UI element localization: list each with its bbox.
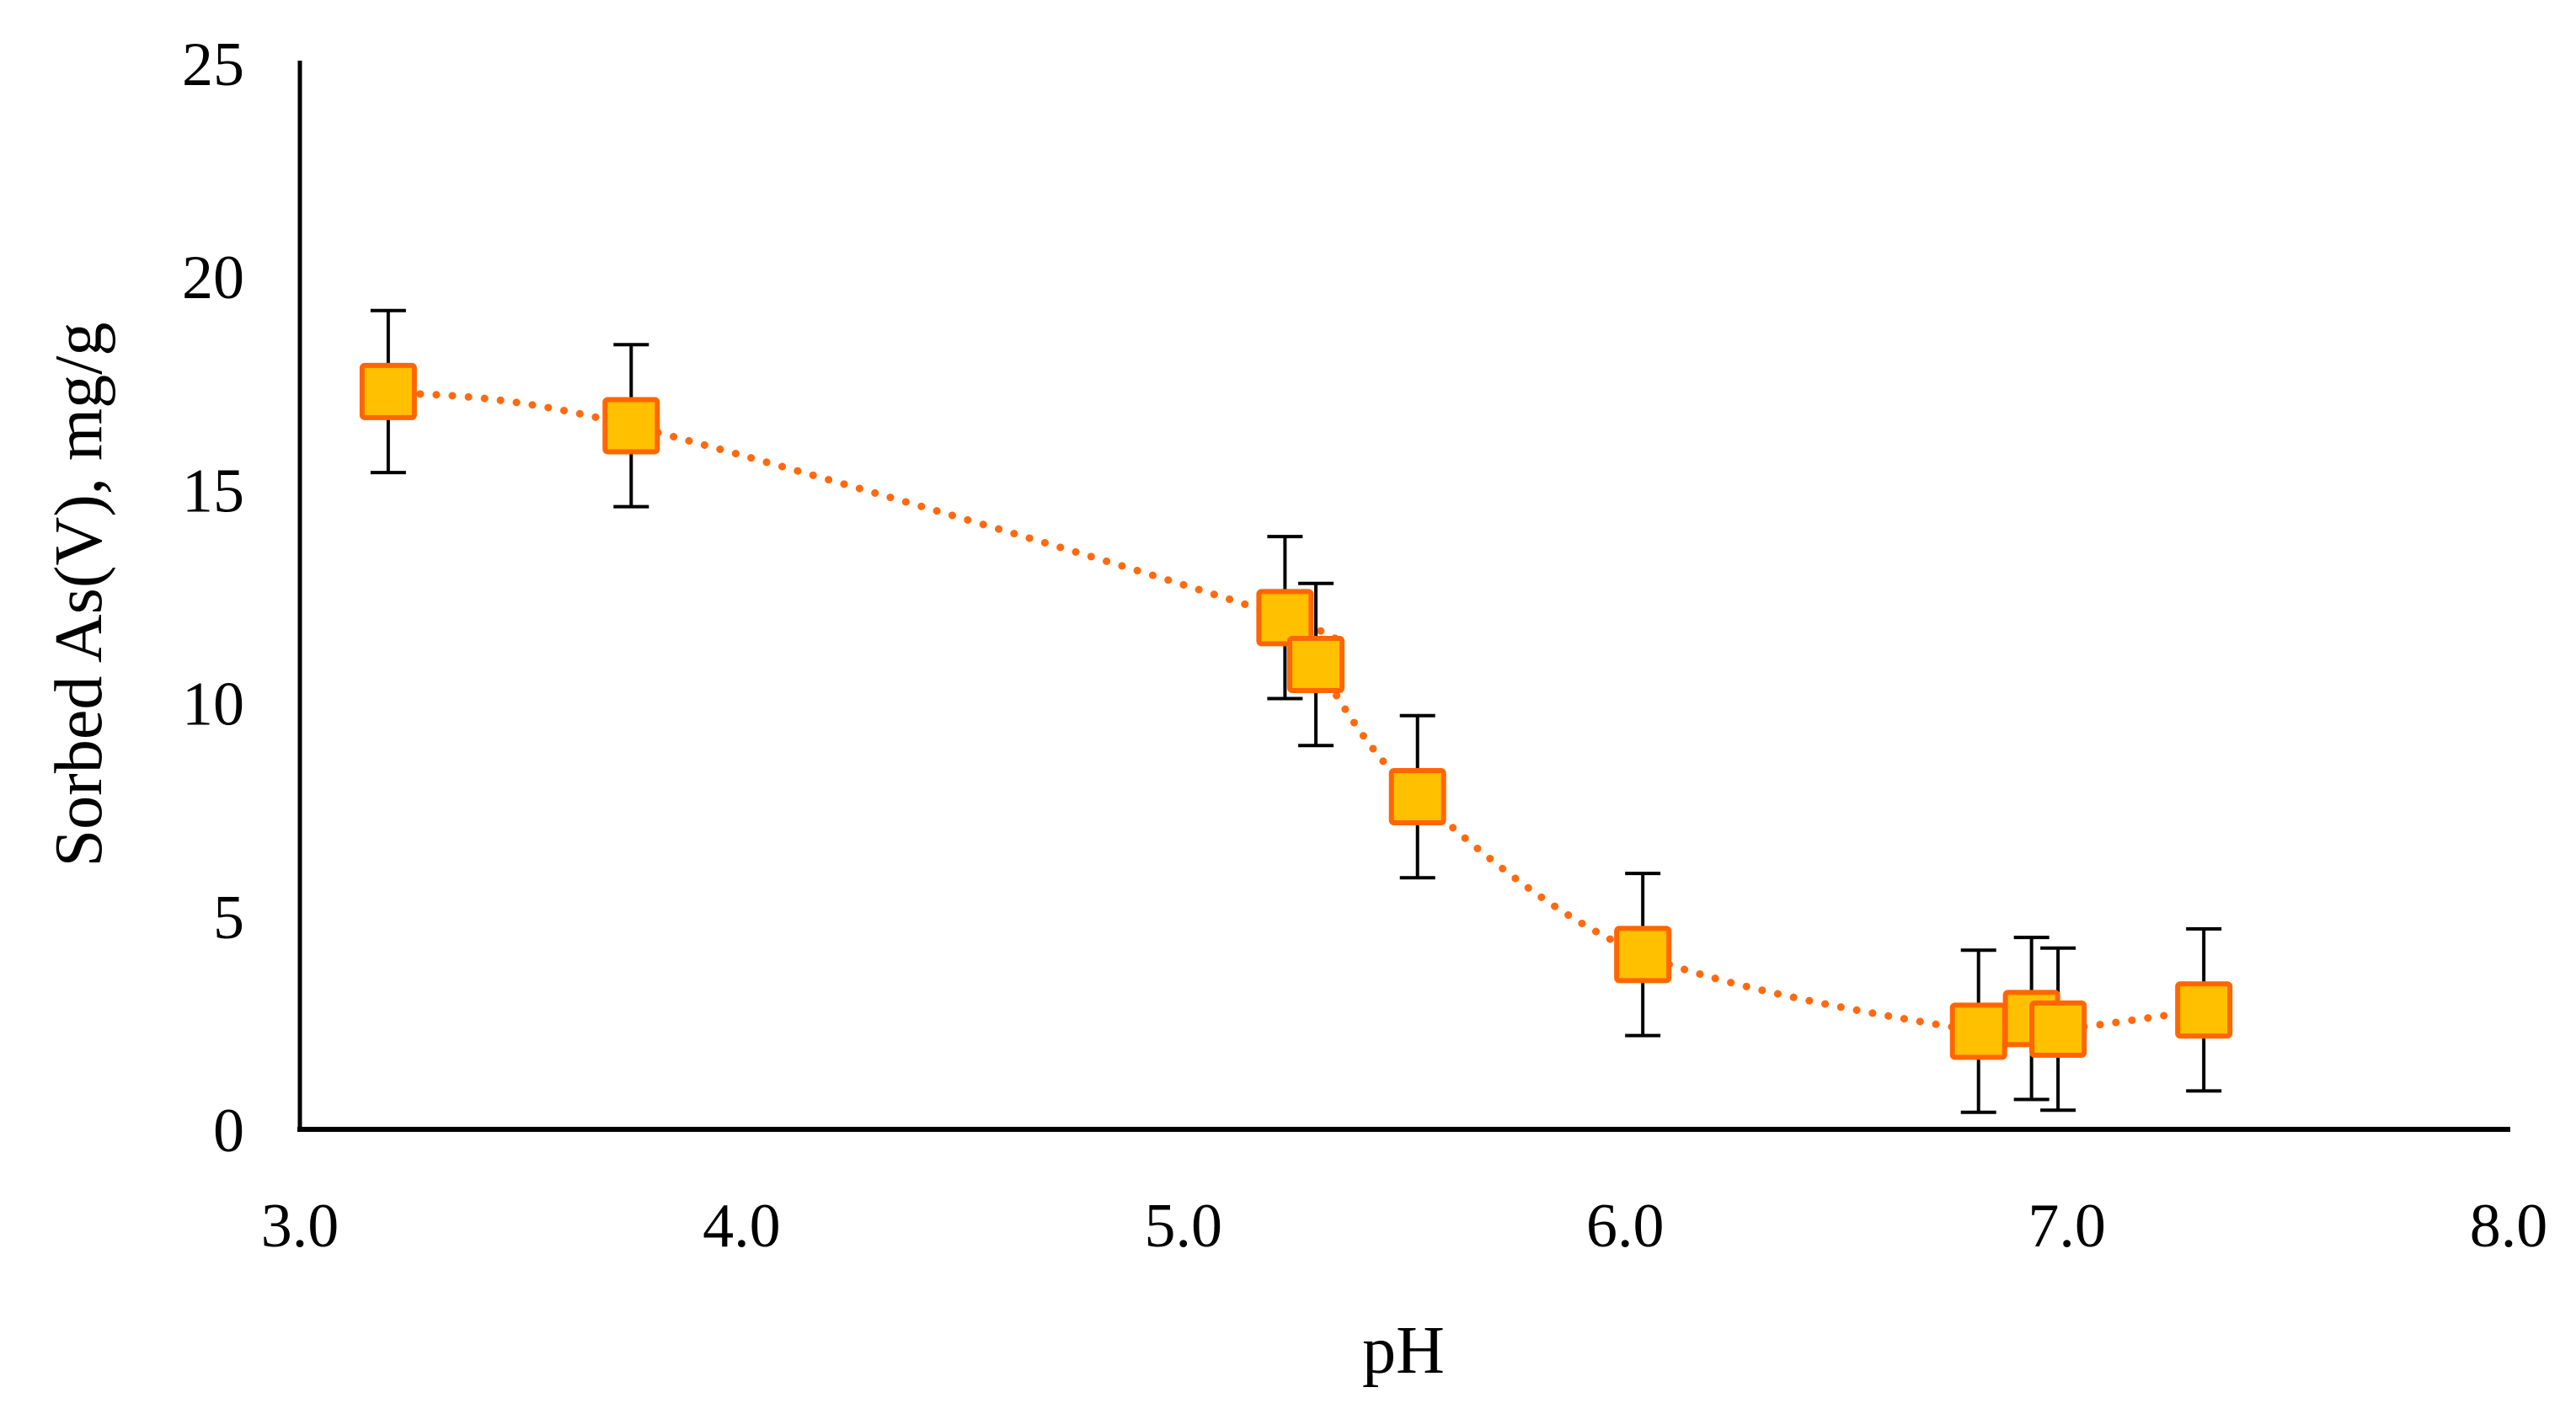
trend-line	[384, 387, 2208, 1038]
x-tick-label: 7.0	[2028, 1192, 2106, 1261]
y-tick-label: 20	[182, 243, 244, 312]
data-point-marker	[1388, 768, 1446, 826]
data-point-marker	[1256, 589, 1314, 647]
data-point-marker	[1614, 926, 1672, 984]
x-tick-label: 8.0	[2470, 1192, 2548, 1261]
data-markers	[359, 362, 2233, 1060]
data-point-marker	[602, 397, 660, 455]
data-point-marker	[2029, 1000, 2087, 1058]
y-tick-labels: 0 5 10 15 20 25	[182, 30, 244, 1166]
y-tick-label: 0	[213, 1097, 244, 1166]
x-axis-title: pH	[1362, 1314, 1445, 1388]
x-tick-labels: 3.0 4.0 5.0 6.0 7.0 8.0	[261, 1192, 2548, 1261]
data-point-marker	[1949, 1002, 2007, 1060]
x-tick-label: 6.0	[1586, 1192, 1665, 1261]
y-tick-label: 15	[182, 456, 244, 526]
data-point-marker	[359, 362, 417, 420]
x-tick-label: 4.0	[703, 1192, 781, 1261]
data-point-marker	[2175, 981, 2233, 1039]
data-point-marker	[1287, 636, 1345, 694]
x-tick-label: 3.0	[261, 1192, 339, 1261]
x-tick-label: 5.0	[1145, 1192, 1223, 1261]
y-axis-title: Sorbed As(V), mg/g	[42, 323, 116, 867]
y-tick-label: 10	[182, 670, 244, 739]
y-tick-label: 25	[182, 30, 244, 99]
y-tick-label: 5	[213, 883, 244, 952]
